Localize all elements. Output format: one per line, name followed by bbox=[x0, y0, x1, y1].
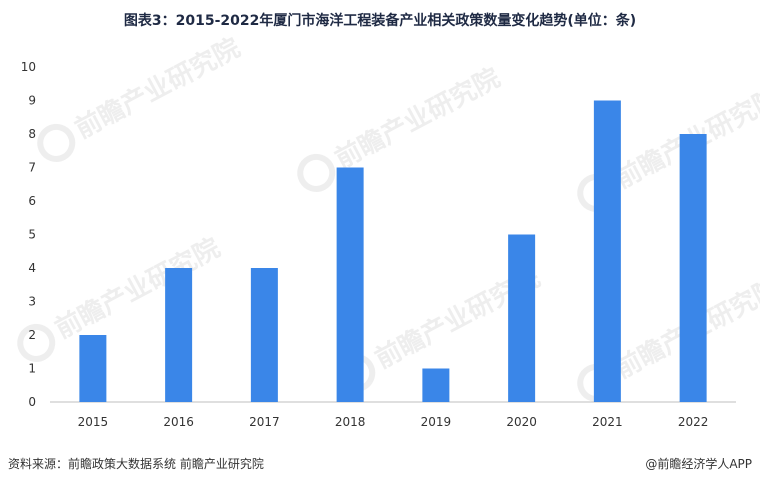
y-tick-label: 4 bbox=[28, 261, 36, 275]
watermark: 前瞻产业研究院 bbox=[297, 62, 505, 192]
y-tick-label: 10 bbox=[21, 60, 36, 74]
bars bbox=[79, 100, 707, 402]
source-note: 资料来源：前瞻政策大数据系统 前瞻产业研究院 bbox=[8, 457, 264, 471]
bar-2015 bbox=[79, 335, 107, 402]
bar-2017 bbox=[250, 268, 278, 402]
credit-note: @前瞻经济学人APP bbox=[645, 457, 752, 471]
bar-2019 bbox=[422, 368, 450, 402]
bar-2021 bbox=[593, 100, 621, 402]
y-tick-label: 8 bbox=[28, 127, 36, 141]
svg-text:前瞻产业研究院: 前瞻产业研究院 bbox=[330, 62, 505, 175]
y-axis: 0 1 2 3 4 5 6 7 8 9 10 bbox=[21, 60, 36, 409]
x-tick-label: 2022 bbox=[678, 415, 709, 429]
y-tick-label: 6 bbox=[28, 194, 36, 208]
svg-text:前瞻产业研究院: 前瞻产业研究院 bbox=[50, 232, 225, 345]
y-tick-label: 0 bbox=[28, 395, 36, 409]
x-tick-label: 2018 bbox=[335, 415, 366, 429]
x-tick-label: 2019 bbox=[421, 415, 452, 429]
y-tick-label: 2 bbox=[28, 328, 36, 342]
bar-2016 bbox=[165, 268, 193, 402]
bar-2020 bbox=[508, 234, 536, 402]
y-tick-label: 7 bbox=[28, 161, 36, 175]
x-tick-label: 2017 bbox=[249, 415, 280, 429]
bar-2018 bbox=[336, 167, 364, 402]
bar-2022 bbox=[679, 134, 707, 402]
svg-text:前瞻产业研究院: 前瞻产业研究院 bbox=[70, 32, 245, 145]
x-tick-label: 2020 bbox=[506, 415, 537, 429]
chart-title: 图表3：2015-2022年厦门市海洋工程装备产业相关政策数量变化趋势(单位：条… bbox=[123, 13, 637, 29]
x-tick-label: 2016 bbox=[163, 415, 194, 429]
y-tick-label: 5 bbox=[28, 228, 36, 242]
x-tick-label: 2015 bbox=[78, 415, 109, 429]
watermark-layer: 前瞻产业研究院前瞻产业研究院前瞻产业研究院前瞻产业研究院前瞻产业研究院前瞻产业研… bbox=[17, 32, 760, 402]
watermark: 前瞻产业研究院 bbox=[37, 32, 245, 162]
y-tick-label: 3 bbox=[28, 295, 36, 309]
y-tick-label: 9 bbox=[28, 94, 36, 108]
watermark: 前瞻产业研究院 bbox=[17, 232, 225, 362]
x-tick-label: 2021 bbox=[592, 415, 623, 429]
x-axis: 2015 2016 2017 2018 2019 2020 2021 2022 bbox=[78, 415, 709, 429]
y-tick-label: 1 bbox=[28, 362, 36, 376]
